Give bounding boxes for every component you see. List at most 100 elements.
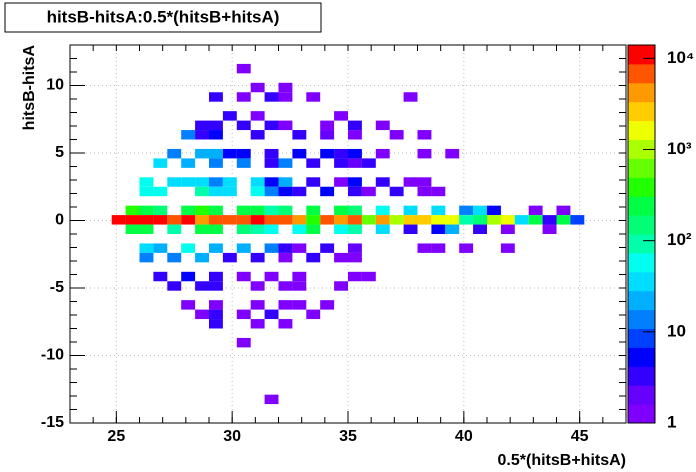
palette-band <box>628 120 655 140</box>
cell <box>222 111 237 121</box>
palette-band <box>628 139 655 159</box>
cell <box>417 186 432 197</box>
cell <box>389 186 404 197</box>
cell <box>570 215 585 225</box>
cell <box>139 215 154 225</box>
cell <box>222 252 237 263</box>
cell <box>473 215 487 225</box>
cell <box>417 148 432 159</box>
cell <box>417 215 432 225</box>
palette-band <box>628 328 655 348</box>
palette-band <box>628 347 655 367</box>
cell <box>236 224 251 234</box>
title-box <box>4 2 322 33</box>
cell <box>250 205 265 216</box>
cell <box>334 215 348 225</box>
cell <box>320 243 335 253</box>
cell <box>181 243 196 253</box>
y-tick-label: 0 <box>55 212 64 229</box>
cell <box>236 215 251 225</box>
cell <box>500 215 515 225</box>
cell <box>320 120 335 131</box>
cell <box>167 252 182 263</box>
cell <box>139 177 154 187</box>
cell <box>195 177 209 187</box>
cell <box>153 186 168 197</box>
cell <box>334 281 348 291</box>
cell <box>195 215 209 225</box>
cell <box>278 215 293 225</box>
cell <box>264 309 279 320</box>
cell <box>278 158 293 168</box>
cell <box>209 215 223 225</box>
palette-band <box>628 196 655 216</box>
cell <box>292 148 307 159</box>
cell <box>487 205 501 216</box>
cell <box>514 215 529 225</box>
cell <box>361 271 376 282</box>
cell <box>445 148 460 159</box>
cell <box>306 92 321 102</box>
y-tick-label: 10 <box>46 77 64 94</box>
cell <box>278 319 293 329</box>
cell <box>209 130 223 140</box>
cell <box>528 215 543 225</box>
palette-band <box>628 385 655 405</box>
cell <box>556 205 571 216</box>
cell <box>209 120 223 131</box>
palette-band <box>628 404 655 424</box>
cell <box>278 120 293 131</box>
cell <box>250 300 265 310</box>
palette-band <box>628 215 655 235</box>
cell <box>320 215 335 225</box>
cell <box>278 300 293 310</box>
cell <box>167 148 182 159</box>
cell <box>445 215 460 225</box>
z-tick-label: 10² <box>667 230 692 249</box>
cell <box>250 111 265 121</box>
cell <box>348 205 362 216</box>
cell <box>222 215 237 225</box>
cell <box>278 281 293 291</box>
cell <box>139 205 154 216</box>
cell <box>473 205 487 216</box>
cell <box>222 186 237 197</box>
cell <box>348 130 362 140</box>
cell <box>278 177 293 187</box>
cell <box>542 224 557 234</box>
cell <box>209 148 223 159</box>
cell <box>153 205 168 216</box>
cell <box>334 148 348 159</box>
cell <box>264 177 279 187</box>
palette-band <box>628 252 655 273</box>
cell <box>459 205 474 216</box>
cell <box>264 186 279 197</box>
cell <box>403 205 418 216</box>
cell <box>264 243 279 253</box>
cell <box>361 215 376 225</box>
cell <box>167 281 182 291</box>
cell <box>348 215 362 225</box>
cell <box>292 224 307 234</box>
cell <box>306 205 321 216</box>
cell <box>195 130 209 140</box>
cell <box>459 215 474 225</box>
cell <box>195 120 209 131</box>
cell <box>278 92 293 102</box>
cell <box>125 205 140 216</box>
cell <box>278 243 293 253</box>
x-axis-label: 0.5*(hitsB+hitsA) <box>498 452 626 469</box>
cell <box>236 92 251 102</box>
cell <box>195 224 209 234</box>
cell <box>153 243 168 253</box>
cell <box>264 215 279 225</box>
palette-band <box>628 234 655 254</box>
y-axis-label: hitsB-hitsA <box>21 45 38 131</box>
cell <box>195 186 209 197</box>
cell <box>153 215 168 225</box>
cell <box>292 271 307 282</box>
cell <box>181 205 196 216</box>
cell <box>181 215 196 225</box>
cell <box>195 309 209 320</box>
